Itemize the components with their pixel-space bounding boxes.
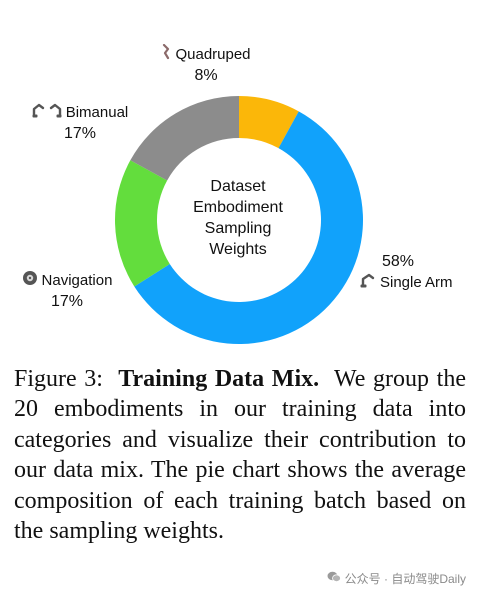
donut-svg (115, 96, 363, 344)
center-label-line-3: Sampling (204, 220, 272, 237)
two-robot-arms-icon (32, 102, 62, 124)
slice-name-quadruped: Quadruped (175, 46, 251, 63)
slice-value-bimanual: 17% (63, 125, 97, 142)
slice-label-single-arm: 58% Single Arm (360, 252, 466, 294)
center-label-line-4: Weights (209, 241, 267, 258)
slice-label-navigation: Navigation 17% (14, 270, 120, 312)
watermark: 公众号 · 自动驾驶Daily (326, 570, 466, 587)
center-label-line-1: Dataset (210, 178, 266, 195)
slice-value-single-arm: 58% (382, 253, 415, 270)
donut-chart: Dataset Embodiment Sampling Weights Quad… (14, 43, 466, 344)
slice-name-bimanual: Bimanual (65, 104, 129, 121)
donut-slice-bimanual (130, 96, 239, 181)
chart-center-label: Dataset Embodiment Sampling Weights (170, 176, 306, 260)
slice-name-single-arm: Single Arm (380, 274, 453, 291)
slice-label-bimanual: Bimanual 17% (26, 102, 134, 144)
figure-title: Training Data Mix. (118, 366, 320, 392)
slice-value-navigation: 17% (50, 293, 84, 310)
figure-number: Figure 3: (14, 366, 103, 392)
figure-caption-body: We group the 20 embodiments in our train… (14, 366, 467, 545)
watermark-text: 公众号 · 自动驾驶Daily (344, 572, 466, 586)
donut-slice-navigation (115, 160, 170, 287)
robot-wheel-icon (22, 270, 38, 292)
wechat-icon (327, 571, 341, 586)
slice-label-quadruped: Quadruped 8% (154, 43, 258, 86)
robot-arm-icon (360, 272, 376, 294)
quadruped-leg-icon (161, 43, 171, 66)
donut-slice-single-arm (134, 111, 363, 344)
center-label-line-2: Embodiment (193, 199, 283, 216)
figure-caption: Figure 3: Training Data Mix. We group th… (14, 364, 466, 546)
slice-value-quadruped: 8% (194, 67, 218, 84)
slice-name-navigation: Navigation (41, 272, 113, 289)
donut-slice-quadruped (239, 96, 299, 149)
